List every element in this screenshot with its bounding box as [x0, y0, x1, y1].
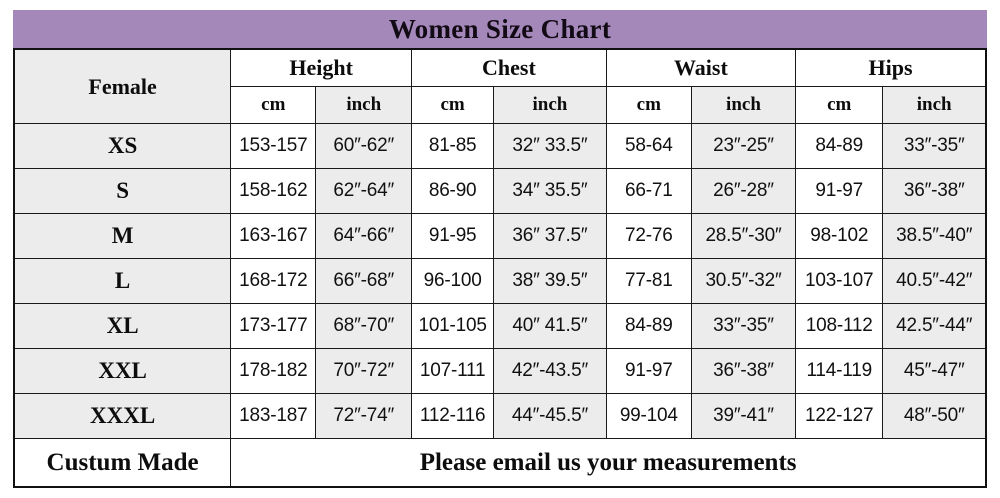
unit-header-waist-inch: inch — [690, 86, 797, 124]
cell-hips-cm: 103-107 — [795, 258, 884, 304]
custom-made-label: Custum Made — [13, 438, 232, 488]
table-row: M 163-167 64″-66″ 91-95 36″ 37.5″ 72-76 … — [13, 213, 987, 259]
cell-chest-cm: 107-111 — [411, 348, 495, 394]
size-chart-container: Women Size Chart Female Height Chest Wai… — [13, 10, 987, 488]
cell-waist-cm: 91-97 — [605, 348, 692, 394]
cell-chest-inch: 42″-43.5″ — [493, 348, 607, 394]
unit-header-height-cm: cm — [230, 86, 317, 124]
size-label: XL — [13, 303, 232, 349]
cell-chest-cm: 81-85 — [411, 123, 495, 169]
title-banner: Women Size Chart — [13, 10, 987, 48]
cell-waist-cm: 72-76 — [605, 213, 692, 259]
cell-hips-cm: 98-102 — [795, 213, 884, 259]
cell-chest-inch: 40″ 41.5″ — [493, 303, 607, 349]
table-row: XXL 178-182 70″-72″ 107-111 42″-43.5″ 91… — [13, 348, 987, 394]
size-label: XS — [13, 123, 232, 169]
cell-height-cm: 163-167 — [230, 213, 317, 259]
cell-hips-cm: 108-112 — [795, 303, 884, 349]
size-label: S — [13, 168, 232, 214]
cell-height-cm: 173-177 — [230, 303, 317, 349]
cell-chest-cm: 112-116 — [411, 393, 495, 439]
cell-chest-inch: 36″ 37.5″ — [493, 213, 607, 259]
table-row: XS 153-157 60″-62″ 81-85 32″ 33.5″ 58-64… — [13, 123, 987, 169]
group-header-chest: Chest — [411, 48, 607, 87]
cell-waist-cm: 66-71 — [605, 168, 692, 214]
cell-hips-cm: 84-89 — [795, 123, 884, 169]
size-label: L — [13, 258, 232, 304]
corner-header-female: Female — [13, 48, 232, 124]
size-label: XXL — [13, 348, 232, 394]
cell-chest-inch: 44″-45.5″ — [493, 393, 607, 439]
group-header-waist: Waist — [605, 48, 797, 87]
cell-chest-cm: 101-105 — [411, 303, 495, 349]
table-body: XS 153-157 60″-62″ 81-85 32″ 33.5″ 58-64… — [13, 123, 987, 488]
cell-chest-cm: 91-95 — [411, 213, 495, 259]
table-header: Female Height Chest Waist Hips cm inch c… — [13, 48, 987, 124]
cell-chest-cm: 86-90 — [411, 168, 495, 214]
unit-header-chest-cm: cm — [411, 86, 495, 124]
cell-waist-cm: 99-104 — [605, 393, 692, 439]
table-row: L 168-172 66″-68″ 96-100 38″ 39.5″ 77-81… — [13, 258, 987, 304]
cell-waist-cm: 84-89 — [605, 303, 692, 349]
table-row: S 158-162 62″-64″ 86-90 34″ 35.5″ 66-71 … — [13, 168, 987, 214]
unit-header-row: cm inch cm inch cm inch cm inch — [14, 86, 987, 124]
group-header-height: Height — [230, 48, 413, 87]
cell-waist-cm: 77-81 — [605, 258, 692, 304]
cell-hips-inch: 33″-35″ — [882, 123, 987, 169]
cell-height-cm: 153-157 — [230, 123, 317, 169]
unit-header-hips-cm: cm — [795, 86, 884, 124]
table-row: XXXL 183-187 72″-74″ 112-116 44″-45.5″ 9… — [13, 393, 987, 439]
unit-header-hips-inch: inch — [882, 86, 987, 124]
cell-waist-inch: 39″-41″ — [690, 393, 797, 439]
custom-made-row: Custum Made Please email us your measure… — [13, 438, 987, 488]
custom-made-message: Please email us your measurements — [230, 438, 987, 488]
unit-header-chest-inch: inch — [493, 86, 607, 124]
table-row: XL 173-177 68″-70″ 101-105 40″ 41.5″ 84-… — [13, 303, 987, 349]
cell-waist-cm: 58-64 — [605, 123, 692, 169]
cell-hips-inch: 36″-38″ — [882, 168, 987, 214]
cell-height-inch: 60″-62″ — [315, 123, 413, 169]
cell-chest-inch: 32″ 33.5″ — [493, 123, 607, 169]
cell-hips-cm: 122-127 — [795, 393, 884, 439]
size-label: XXXL — [13, 393, 232, 439]
group-header-hips: Hips — [795, 48, 987, 87]
cell-chest-inch: 34″ 35.5″ — [493, 168, 607, 214]
cell-hips-inch: 38.5″-40″ — [882, 213, 987, 259]
cell-height-cm: 183-187 — [230, 393, 317, 439]
cell-chest-inch: 38″ 39.5″ — [493, 258, 607, 304]
cell-height-cm: 168-172 — [230, 258, 317, 304]
cell-height-inch: 66″-68″ — [315, 258, 413, 304]
cell-height-inch: 68″-70″ — [315, 303, 413, 349]
cell-waist-inch: 30.5″-32″ — [690, 258, 797, 304]
cell-waist-inch: 26″-28″ — [690, 168, 797, 214]
cell-waist-inch: 33″-35″ — [690, 303, 797, 349]
cell-waist-inch: 23″-25″ — [690, 123, 797, 169]
cell-chest-cm: 96-100 — [411, 258, 495, 304]
size-label: M — [13, 213, 232, 259]
cell-height-inch: 72″-74″ — [315, 393, 413, 439]
unit-header-waist-cm: cm — [605, 86, 692, 124]
cell-hips-inch: 40.5″-42″ — [882, 258, 987, 304]
cell-hips-cm: 91-97 — [795, 168, 884, 214]
cell-hips-inch: 48″-50″ — [882, 393, 987, 439]
cell-hips-cm: 114-119 — [795, 348, 884, 394]
cell-height-cm: 178-182 — [230, 348, 317, 394]
cell-height-inch: 62″-64″ — [315, 168, 413, 214]
cell-hips-inch: 42.5″-44″ — [882, 303, 987, 349]
page-title: Women Size Chart — [388, 13, 612, 44]
group-header-row: Female Height Chest Waist Hips — [13, 48, 987, 124]
cell-waist-inch: 36″-38″ — [690, 348, 797, 394]
cell-height-inch: 64″-66″ — [315, 213, 413, 259]
cell-height-inch: 70″-72″ — [315, 348, 413, 394]
cell-hips-inch: 45″-47″ — [882, 348, 987, 394]
cell-height-cm: 158-162 — [230, 168, 317, 214]
cell-waist-inch: 28.5″-30″ — [690, 213, 797, 259]
size-chart-table: Female Height Chest Waist Hips cm inch c… — [13, 48, 987, 488]
unit-header-height-inch: inch — [315, 86, 413, 124]
